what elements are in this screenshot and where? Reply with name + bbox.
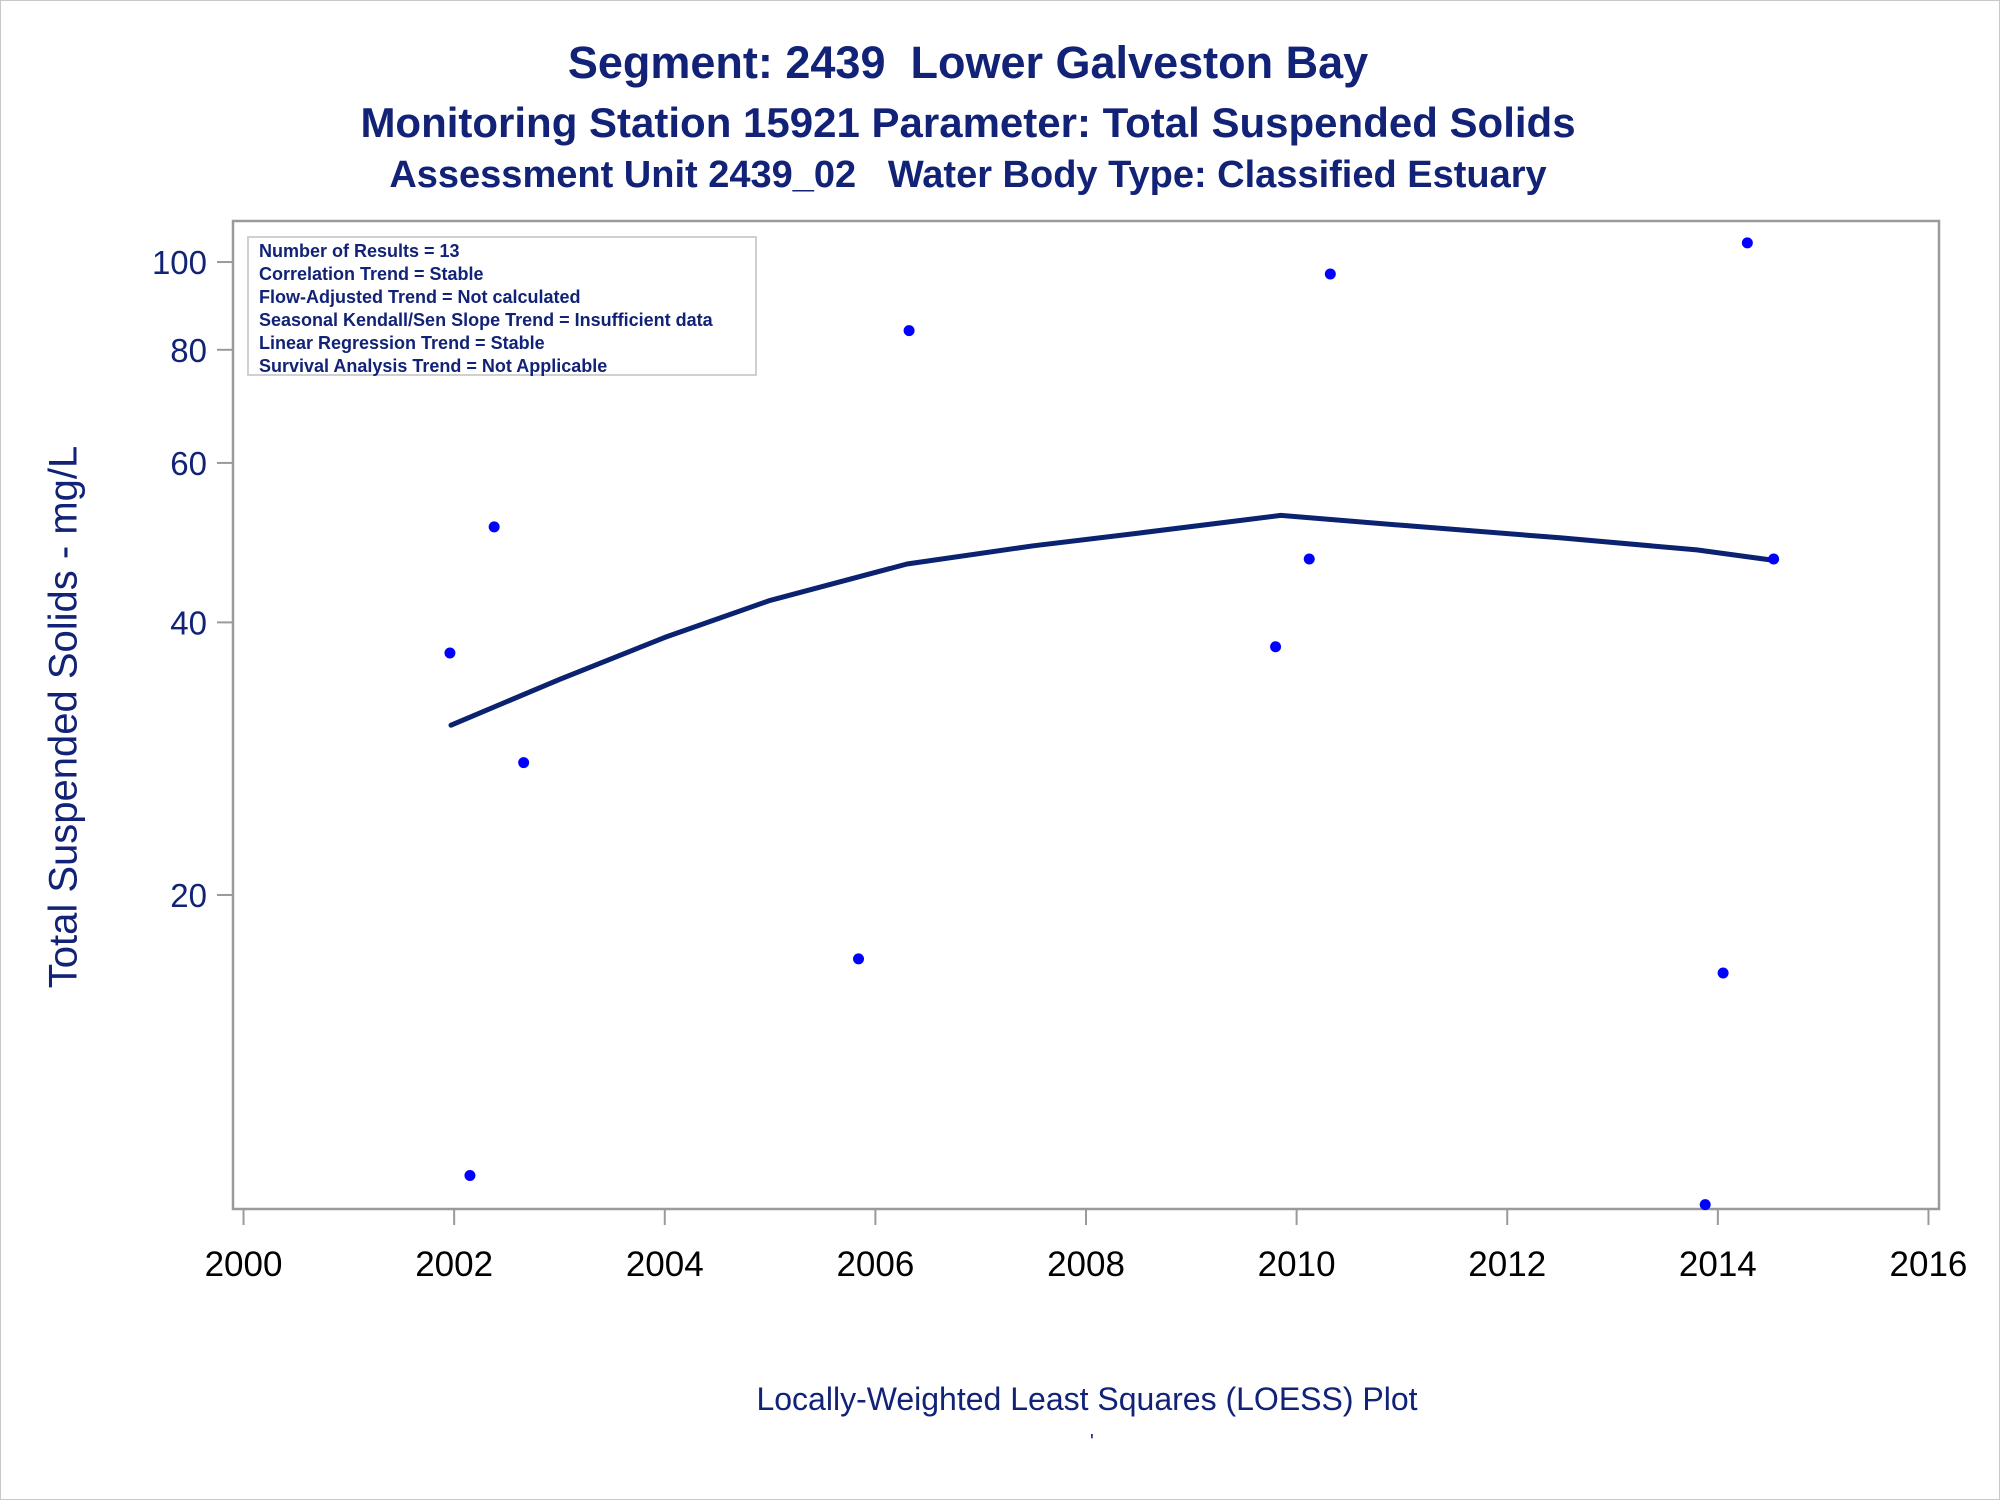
stat-linear-regression-trend: Linear Regression Trend = Stable <box>259 333 545 353</box>
y-tick-label: 100 <box>152 244 207 281</box>
chart-subtitle-assessment: Assessment Unit 2439_02 Water Body Type:… <box>389 154 1547 196</box>
trend-stats-box: Number of Results = 13 Correlation Trend… <box>247 236 757 376</box>
chart-title: Segment: 2439 Lower Galveston Bay <box>567 37 1369 88</box>
y-axis-label: Total Suspended Solids - mg/L <box>41 445 86 989</box>
stat-survival-analysis-trend: Survival Analysis Trend = Not Applicable <box>259 356 608 376</box>
data-point <box>1270 641 1282 653</box>
data-point <box>444 647 456 659</box>
stat-seasonal-kendall-trend: Seasonal Kendall/Sen Slope Trend = Insuf… <box>259 310 713 330</box>
data-point <box>1303 553 1315 565</box>
data-point <box>488 521 500 533</box>
x-tick-label: 2016 <box>1890 1245 1968 1284</box>
x-tick-label: 2004 <box>626 1245 704 1284</box>
loess-line <box>448 512 1779 728</box>
y-tick-label: 40 <box>170 604 207 641</box>
x-tick-label: 2002 <box>415 1245 493 1284</box>
stat-correlation-trend: Correlation Trend = Stable <box>259 264 484 284</box>
stat-number-of-results: Number of Results = 13 <box>259 241 460 261</box>
stat-flow-adjusted-trend: Flow-Adjusted Trend = Not calculated <box>259 287 581 307</box>
x-tick-label: 2010 <box>1258 1245 1336 1284</box>
x-tick-label: 2008 <box>1047 1245 1125 1284</box>
data-point <box>1741 237 1753 249</box>
data-point <box>903 325 915 337</box>
plot-footnote: Locally-Weighted Least Squares (LOESS) P… <box>756 1381 1418 1417</box>
x-tick-label: 2006 <box>836 1245 914 1284</box>
data-point <box>1768 553 1780 565</box>
data-point <box>1717 967 1729 979</box>
data-point <box>1699 1199 1711 1211</box>
x-tick-label: 2012 <box>1468 1245 1546 1284</box>
x-tick-label: 2014 <box>1679 1245 1757 1284</box>
data-point <box>518 757 530 769</box>
y-tick-label: 20 <box>170 877 207 914</box>
y-tick-label: 80 <box>170 332 207 369</box>
data-point <box>464 1170 476 1182</box>
footnote-mark: ' <box>1090 1431 1094 1453</box>
x-tick-label: 2000 <box>205 1245 283 1284</box>
data-point <box>1324 268 1336 280</box>
y-tick-label: 60 <box>170 445 207 482</box>
data-point <box>853 953 865 965</box>
chart-subtitle-station: Monitoring Station 15921 Parameter: Tota… <box>360 99 1576 146</box>
